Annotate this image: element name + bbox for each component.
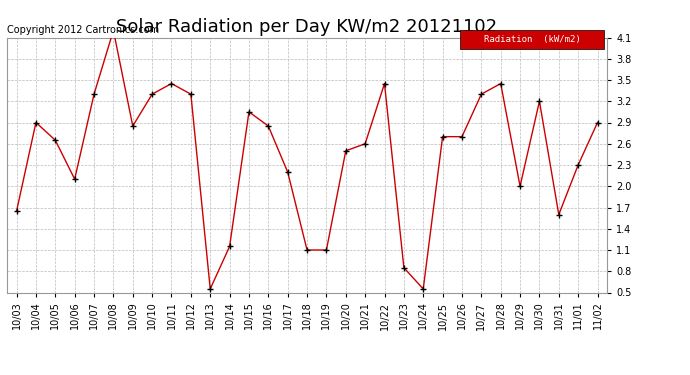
Text: Copyright 2012 Cartronics.com: Copyright 2012 Cartronics.com [7, 25, 159, 35]
Text: Radiation  (kW/m2): Radiation (kW/m2) [484, 35, 580, 44]
Title: Solar Radiation per Day KW/m2 20121102: Solar Radiation per Day KW/m2 20121102 [117, 18, 497, 36]
FancyBboxPatch shape [460, 30, 604, 49]
